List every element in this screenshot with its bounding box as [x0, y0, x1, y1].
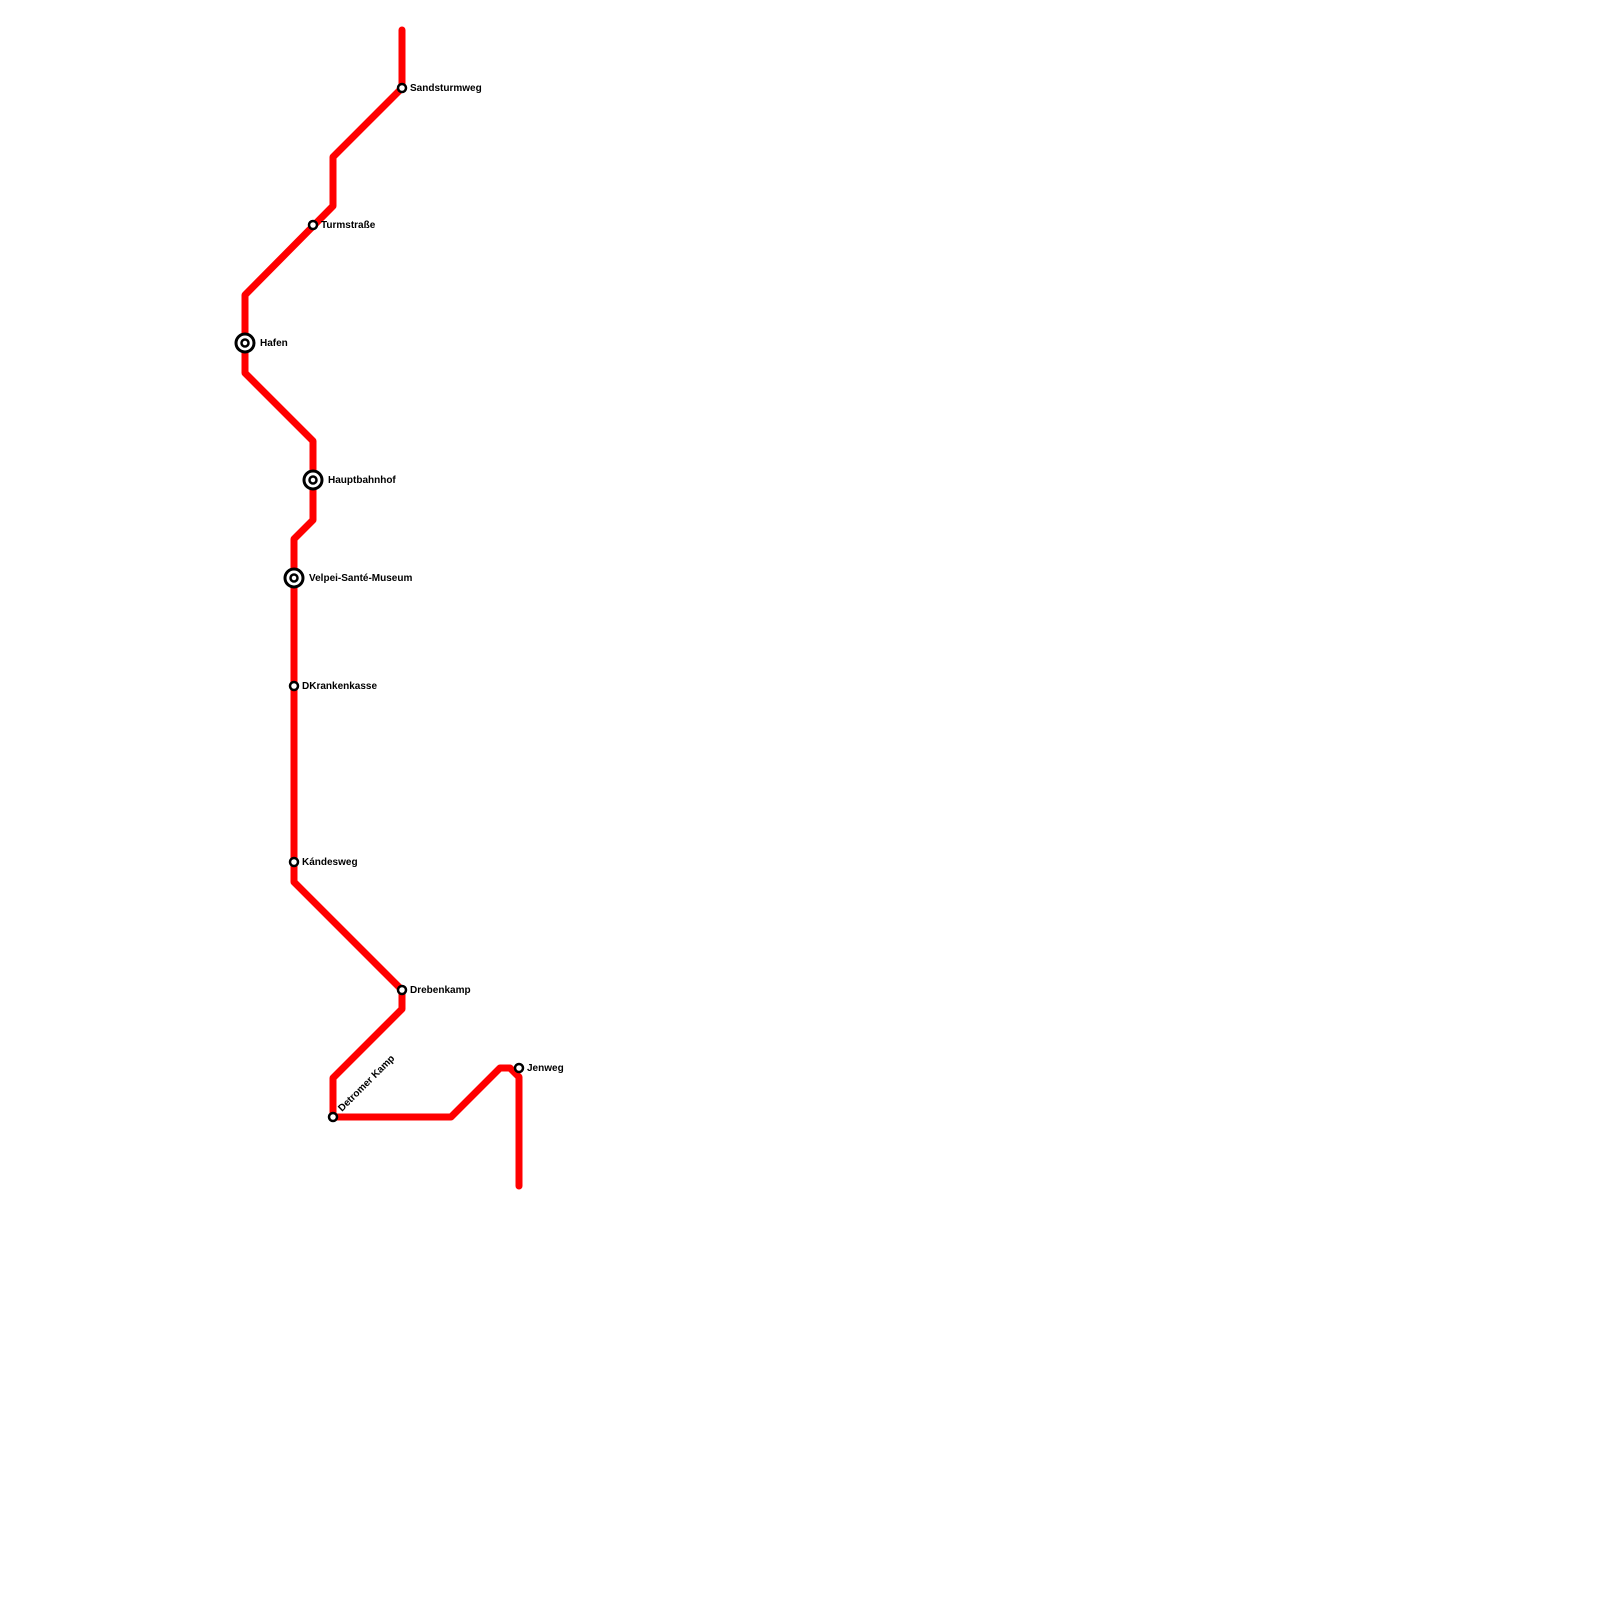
stop-icon [288, 680, 300, 692]
station-label: Hauptbahnhof [328, 475, 396, 486]
station-velpei-sant-museum[interactable]: Velpei-Santé-Museum [283, 567, 412, 589]
station-label: Jenweg [527, 1063, 564, 1074]
station-hafen[interactable]: Hafen [234, 332, 288, 354]
station-jenweg[interactable]: Jenweg [513, 1062, 564, 1074]
station-label: Drebenkamp [410, 985, 471, 996]
station-label: Turmstraße [321, 220, 376, 231]
stop-icon [288, 856, 300, 868]
station-dkrankenkasse[interactable]: DKrankenkasse [288, 680, 377, 692]
stop-icon [396, 82, 408, 94]
station-label: Velpei-Santé-Museum [309, 573, 412, 584]
station-turmstra-e[interactable]: Turmstraße [307, 219, 376, 231]
station-label: DKrankenkasse [302, 681, 377, 692]
station-hauptbahnhof[interactable]: Hauptbahnhof [302, 469, 396, 491]
station-k-ndesweg[interactable]: Kándesweg [288, 856, 358, 868]
station-sandsturmweg[interactable]: Sandsturmweg [396, 82, 482, 94]
interchange-inner-icon [289, 573, 299, 583]
station-label: Sandsturmweg [410, 83, 482, 94]
rail-line [241, 26, 523, 1190]
station-label: Hafen [260, 338, 288, 349]
interchange-inner-icon [308, 475, 318, 485]
station-label: Kándesweg [302, 857, 358, 868]
interchange-inner-icon [240, 338, 250, 348]
station-drebenkamp[interactable]: Drebenkamp [396, 984, 471, 996]
stop-icon [307, 219, 319, 231]
stop-icon [327, 1111, 339, 1123]
stop-icon [513, 1062, 525, 1074]
station-detromer-kamp[interactable]: Detromer Kamp [327, 1053, 397, 1123]
stop-icon [396, 984, 408, 996]
